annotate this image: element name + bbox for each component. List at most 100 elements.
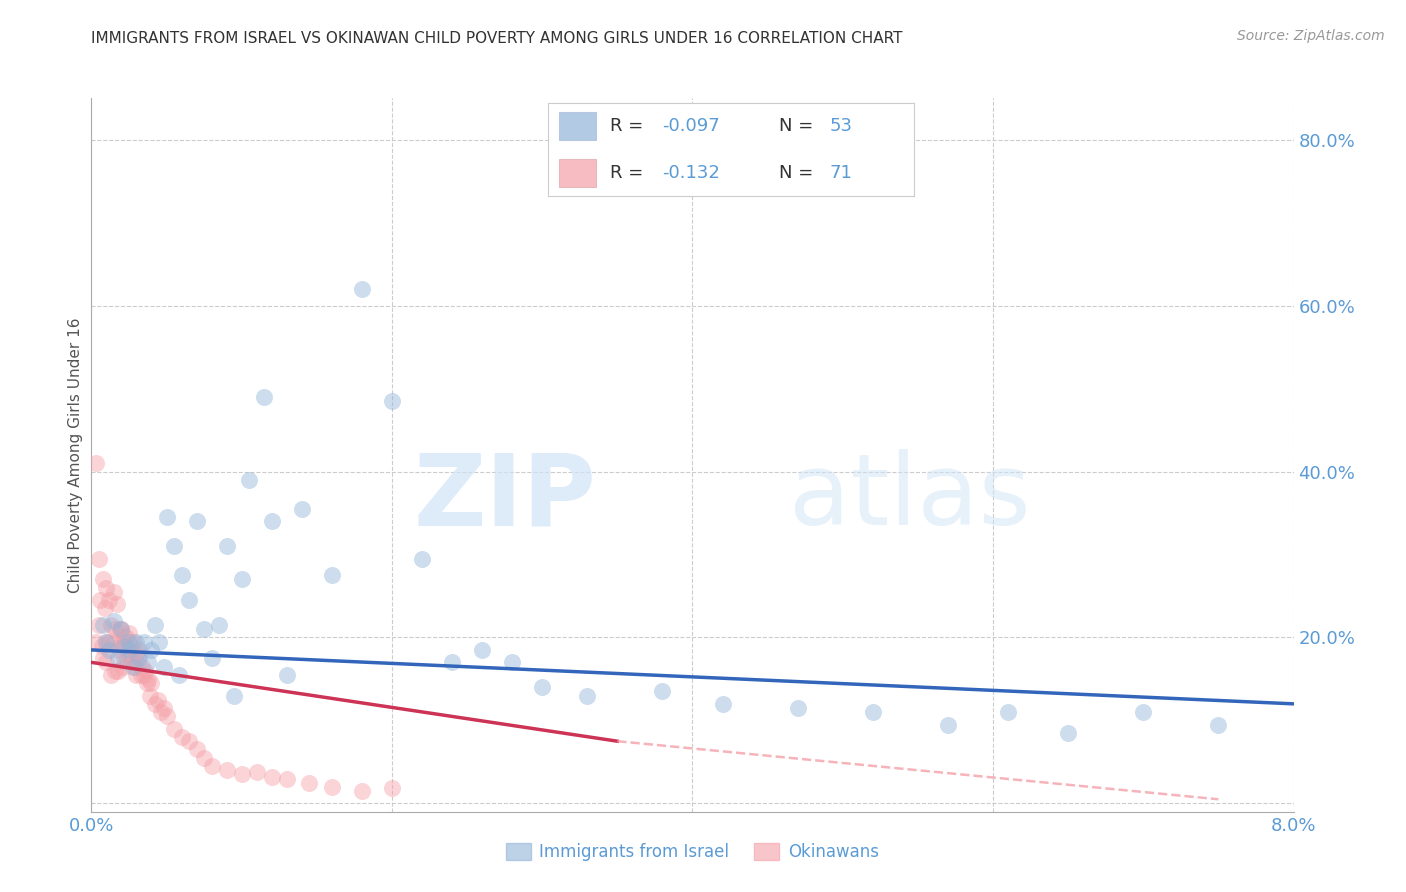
Point bbox=[321, 780, 343, 794]
Point bbox=[114, 639, 136, 653]
Point bbox=[118, 643, 141, 657]
Point bbox=[148, 634, 170, 648]
Text: ZIP: ZIP bbox=[413, 450, 596, 546]
Point bbox=[350, 784, 373, 798]
Point bbox=[89, 593, 111, 607]
Point bbox=[152, 659, 174, 673]
Point bbox=[96, 634, 118, 648]
Point bbox=[132, 668, 155, 682]
Point bbox=[110, 639, 132, 653]
Point bbox=[143, 618, 166, 632]
Point bbox=[208, 618, 231, 632]
Point bbox=[177, 734, 200, 748]
Point bbox=[146, 692, 169, 706]
Point bbox=[122, 634, 145, 648]
Point bbox=[96, 656, 118, 670]
Point bbox=[104, 664, 127, 678]
Point bbox=[186, 742, 208, 756]
Point bbox=[170, 568, 193, 582]
Point bbox=[127, 651, 149, 665]
Point bbox=[193, 622, 215, 636]
Point bbox=[122, 651, 145, 665]
Point bbox=[107, 643, 129, 657]
Point bbox=[107, 651, 129, 665]
Text: R =: R = bbox=[610, 164, 650, 182]
Point bbox=[125, 647, 148, 661]
Point bbox=[231, 573, 253, 587]
Point bbox=[138, 656, 160, 670]
Legend: Immigrants from Israel, Okinawans: Immigrants from Israel, Okinawans bbox=[499, 836, 886, 868]
Point bbox=[215, 539, 238, 553]
Point bbox=[111, 659, 134, 673]
Point bbox=[103, 634, 125, 648]
Point bbox=[321, 568, 343, 582]
Point bbox=[87, 551, 110, 566]
Point bbox=[1132, 705, 1154, 719]
Point bbox=[531, 680, 554, 694]
Point bbox=[997, 705, 1019, 719]
Point bbox=[381, 394, 404, 409]
Point bbox=[138, 672, 160, 686]
Text: Source: ZipAtlas.com: Source: ZipAtlas.com bbox=[1237, 29, 1385, 43]
Point bbox=[576, 689, 599, 703]
Y-axis label: Child Poverty Among Girls Under 16: Child Poverty Among Girls Under 16 bbox=[67, 318, 83, 592]
Point bbox=[108, 622, 131, 636]
Point bbox=[118, 626, 141, 640]
Point bbox=[87, 618, 110, 632]
Point bbox=[94, 601, 117, 615]
Point bbox=[167, 668, 190, 682]
Point bbox=[253, 390, 276, 404]
Text: atlas: atlas bbox=[789, 450, 1031, 546]
Point bbox=[149, 705, 172, 719]
Point bbox=[100, 618, 122, 632]
Point bbox=[501, 656, 523, 670]
Point bbox=[246, 764, 269, 779]
Point bbox=[134, 664, 156, 678]
Point bbox=[215, 763, 238, 777]
Point bbox=[103, 584, 125, 599]
Text: -0.132: -0.132 bbox=[662, 164, 720, 182]
Point bbox=[170, 730, 193, 744]
Point bbox=[141, 643, 163, 657]
Point bbox=[90, 639, 112, 653]
Point bbox=[201, 651, 224, 665]
Point bbox=[110, 622, 132, 636]
Point bbox=[96, 634, 118, 648]
Point bbox=[177, 593, 200, 607]
Point bbox=[276, 668, 298, 682]
Text: IMMIGRANTS FROM ISRAEL VS OKINAWAN CHILD POVERTY AMONG GIRLS UNDER 16 CORRELATIO: IMMIGRANTS FROM ISRAEL VS OKINAWAN CHILD… bbox=[91, 31, 903, 46]
Point bbox=[1208, 717, 1230, 731]
Point bbox=[224, 689, 246, 703]
Point bbox=[128, 651, 150, 665]
Point bbox=[117, 651, 139, 665]
Point bbox=[411, 551, 433, 566]
Point bbox=[100, 668, 122, 682]
Point bbox=[131, 659, 153, 673]
Point bbox=[238, 473, 260, 487]
FancyBboxPatch shape bbox=[560, 159, 596, 187]
Point bbox=[98, 634, 121, 648]
Point bbox=[114, 651, 136, 665]
Point bbox=[93, 651, 115, 665]
Point bbox=[96, 581, 118, 595]
Point bbox=[471, 643, 494, 657]
Point bbox=[103, 614, 125, 628]
Point bbox=[105, 597, 128, 611]
Point bbox=[110, 622, 132, 636]
Point bbox=[132, 634, 155, 648]
Point bbox=[651, 684, 673, 698]
Point bbox=[260, 514, 283, 528]
Point bbox=[298, 775, 321, 789]
Point bbox=[350, 282, 373, 296]
Point bbox=[143, 697, 166, 711]
Point bbox=[276, 772, 298, 786]
Point bbox=[121, 656, 143, 670]
Point bbox=[118, 647, 141, 661]
Point bbox=[93, 618, 115, 632]
Point bbox=[114, 631, 136, 645]
Point bbox=[124, 659, 146, 673]
Point bbox=[440, 656, 463, 670]
Point bbox=[201, 759, 224, 773]
Text: R =: R = bbox=[610, 117, 650, 135]
Point bbox=[104, 622, 127, 636]
